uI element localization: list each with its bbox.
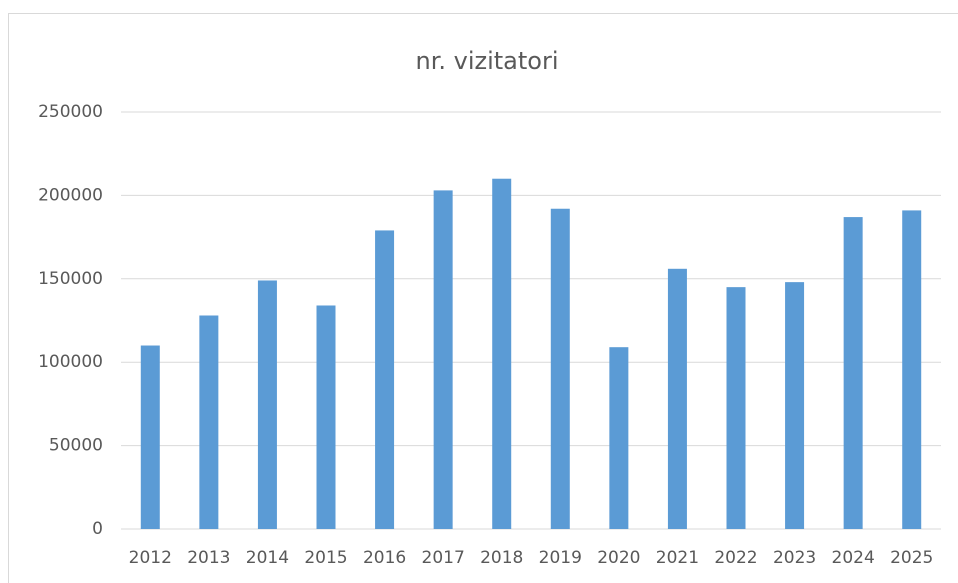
y-tick-label: 200000	[38, 185, 103, 205]
bar	[667, 268, 687, 529]
x-tick-label: 2018	[480, 548, 523, 568]
x-tick-label: 2019	[539, 548, 582, 568]
x-tick-label: 2025	[890, 548, 933, 568]
y-tick-label: 50000	[49, 436, 103, 456]
x-tick-label: 2012	[129, 548, 172, 568]
x-tick-label: 2013	[187, 548, 230, 568]
bar	[375, 230, 395, 530]
y-tick-label: 0	[92, 519, 103, 539]
x-tick-label: 2021	[656, 548, 699, 568]
bar	[316, 305, 336, 529]
bar	[199, 315, 219, 529]
bar	[726, 287, 746, 529]
bar	[257, 280, 277, 529]
chart-title: nr. vizitatori	[415, 47, 558, 75]
y-tick-label: 100000	[38, 352, 103, 372]
x-tick-label: 2017	[422, 548, 465, 568]
bar	[550, 208, 570, 529]
bar	[140, 345, 160, 529]
x-tick-label: 2020	[597, 548, 640, 568]
bar	[902, 210, 922, 530]
bar	[492, 178, 512, 529]
x-tick-label: 2022	[714, 548, 757, 568]
y-tick-label: 250000	[38, 102, 103, 122]
x-tick-label: 2023	[773, 548, 816, 568]
bar	[609, 347, 629, 529]
x-tick-label: 2016	[363, 548, 406, 568]
bar	[433, 190, 453, 529]
x-tick-label: 2014	[246, 548, 289, 568]
x-tick-label: 2015	[304, 548, 347, 568]
bar	[843, 217, 863, 530]
x-tick-label: 2024	[832, 548, 875, 568]
y-tick-label: 150000	[38, 269, 103, 289]
bar	[785, 282, 805, 529]
